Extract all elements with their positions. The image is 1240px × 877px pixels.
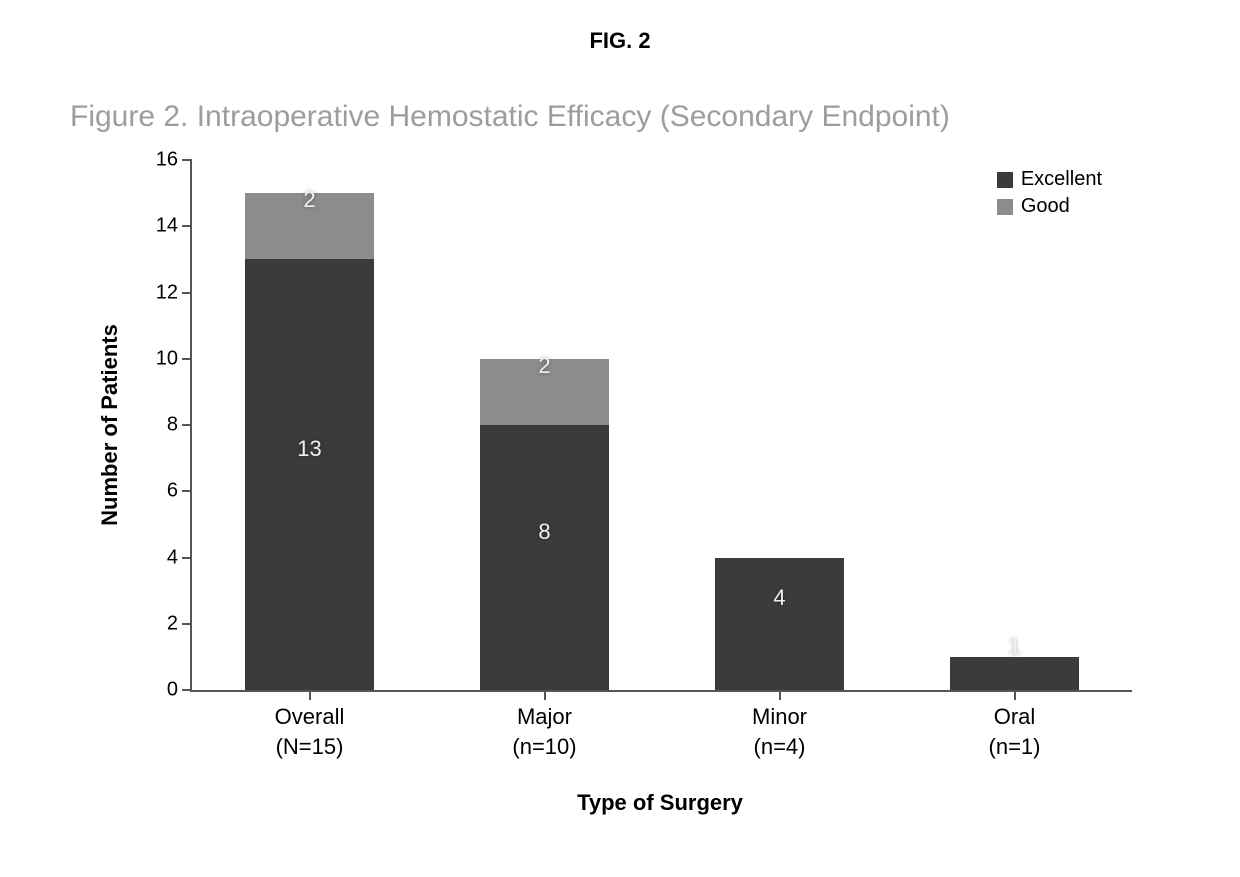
y-tick bbox=[182, 424, 192, 426]
y-tick bbox=[182, 225, 192, 227]
x-tick-label: Overall(N=15) bbox=[275, 702, 345, 761]
x-tick-label: Oral(n=1) bbox=[989, 702, 1041, 761]
y-tick bbox=[182, 358, 192, 360]
bar-value-label: 2 bbox=[480, 353, 609, 379]
y-tick-label: 16 bbox=[156, 149, 178, 172]
x-tick-label: Minor(n=4) bbox=[752, 702, 807, 761]
y-tick-label: 10 bbox=[156, 347, 178, 370]
bar-value-label: 1 bbox=[950, 634, 1079, 660]
bar-value-label: 4 bbox=[715, 585, 844, 611]
y-tick bbox=[182, 557, 192, 559]
bar-segment bbox=[245, 259, 374, 690]
y-tick bbox=[182, 623, 192, 625]
legend-item-good: Good bbox=[997, 195, 1102, 218]
plot-area: Excellent Good 0246810121416Overall(N=15… bbox=[190, 160, 1132, 692]
y-tick-label: 6 bbox=[167, 480, 178, 503]
y-tick-label: 0 bbox=[167, 679, 178, 702]
x-tick bbox=[1014, 690, 1016, 700]
bar-value-label: 2 bbox=[245, 187, 374, 213]
y-tick-label: 4 bbox=[167, 546, 178, 569]
legend-swatch-excellent bbox=[997, 172, 1013, 188]
legend-item-excellent: Excellent bbox=[997, 168, 1102, 191]
x-tick bbox=[779, 690, 781, 700]
bar-segment bbox=[715, 558, 844, 691]
y-tick bbox=[182, 490, 192, 492]
bar-segment bbox=[480, 425, 609, 690]
y-tick-label: 12 bbox=[156, 281, 178, 304]
x-tick bbox=[544, 690, 546, 700]
legend: Excellent Good bbox=[997, 168, 1102, 222]
x-tick bbox=[309, 690, 311, 700]
y-axis-label: Number of Patients bbox=[97, 324, 123, 526]
y-tick-label: 8 bbox=[167, 414, 178, 437]
chart-title: Figure 2. Intraoperative Hemostatic Effi… bbox=[70, 100, 950, 134]
legend-label-good: Good bbox=[1021, 195, 1070, 218]
bar-value-label: 13 bbox=[245, 436, 374, 462]
legend-label-excellent: Excellent bbox=[1021, 168, 1102, 191]
x-axis-label: Type of Surgery bbox=[577, 790, 743, 816]
y-tick-label: 14 bbox=[156, 215, 178, 238]
x-tick-label: Major(n=10) bbox=[512, 702, 576, 761]
legend-swatch-good bbox=[997, 199, 1013, 215]
bar-segment bbox=[950, 657, 1079, 690]
y-tick bbox=[182, 292, 192, 294]
y-tick bbox=[182, 159, 192, 161]
figure-label: FIG. 2 bbox=[0, 28, 1240, 54]
y-tick-label: 2 bbox=[167, 612, 178, 635]
figure-page: FIG. 2 Figure 2. Intraoperative Hemostat… bbox=[0, 0, 1240, 877]
bar-value-label: 8 bbox=[480, 519, 609, 545]
y-tick bbox=[182, 689, 192, 691]
